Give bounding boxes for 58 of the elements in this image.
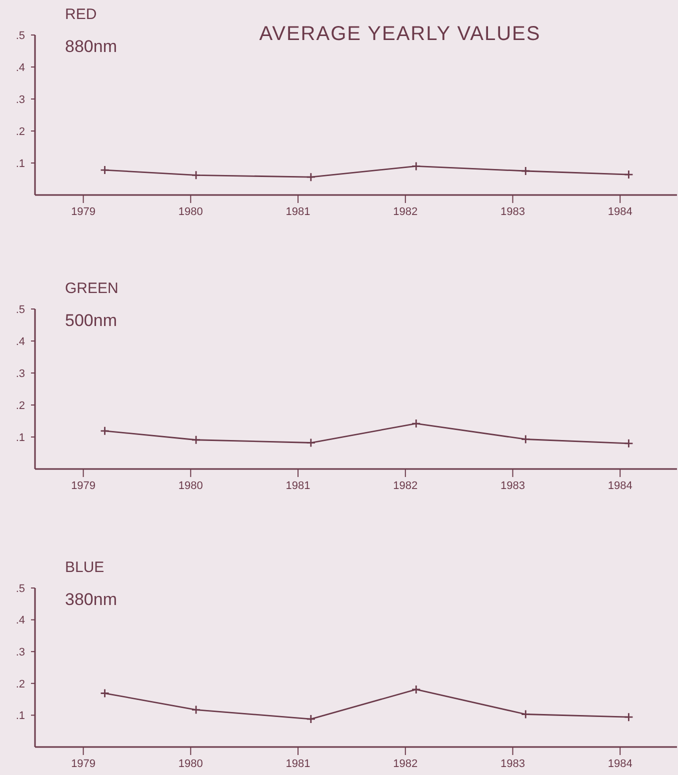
y-tick-label: .3: [16, 94, 25, 106]
x-tick-label: 1984: [608, 206, 632, 218]
annotation: AVERAGE YEARLY VALUES: [259, 23, 541, 45]
chart-subtitle: 880nm: [65, 37, 117, 56]
x-tick-label: 1982: [393, 480, 418, 492]
x-tick-label: 1979: [71, 206, 96, 218]
point: [624, 170, 634, 180]
point: [520, 434, 530, 444]
y-tick-label: .5: [16, 30, 25, 42]
point: [411, 684, 421, 694]
point: [306, 172, 316, 182]
x-tick-label: 1983: [500, 206, 525, 218]
x-tick-label: 1981: [286, 480, 310, 492]
y-tick-label: .3: [16, 646, 25, 658]
point: [100, 165, 110, 175]
point: [191, 705, 201, 714]
point: [520, 166, 530, 176]
x-tick-label: 1979: [71, 480, 96, 492]
y-tick-label: .3: [16, 368, 25, 380]
x-tick-label: 1983: [500, 480, 525, 492]
y-tick-label: .4: [16, 62, 25, 74]
x-tick-label: 1981: [286, 206, 310, 218]
y-tick-label: .2: [16, 400, 25, 412]
chart-subtitle: 380nm: [65, 590, 117, 609]
point: [100, 426, 110, 436]
point: [520, 710, 530, 719]
x-tick-label: 1982: [393, 206, 418, 218]
x-tick-label: 1979: [71, 758, 96, 770]
chart-title: RED: [65, 6, 97, 23]
y-tick-label: .1: [16, 432, 25, 444]
point: [624, 438, 634, 448]
x-tick-label: 1980: [178, 206, 203, 218]
chart-title: BLUE: [65, 559, 104, 576]
point: [306, 438, 316, 448]
y-tick-label: .4: [16, 336, 25, 348]
y-tick-label: .2: [16, 678, 25, 690]
chart-subtitle: 500nm: [65, 311, 117, 330]
x-tick-label: 1983: [500, 758, 525, 770]
point: [191, 435, 201, 445]
x-tick-label: 1981: [286, 758, 310, 770]
x-tick-label: 1982: [393, 758, 418, 770]
y-tick-label: .1: [16, 710, 25, 722]
x-tick-label: 1984: [608, 480, 632, 492]
y-tick-label: .5: [16, 582, 25, 595]
point: [306, 714, 316, 724]
y-tick-label: .4: [16, 614, 25, 627]
point: [191, 170, 201, 180]
x-tick-label: 1984: [608, 758, 632, 770]
x-tick-label: 1980: [178, 758, 203, 770]
point: [100, 688, 110, 698]
chart-title: GREEN: [65, 280, 118, 297]
y-tick-label: .1: [16, 158, 25, 170]
y-tick-label: .5: [16, 304, 25, 316]
point: [411, 418, 421, 428]
point: [624, 712, 634, 722]
point: [411, 162, 421, 171]
y-tick-label: .2: [16, 126, 25, 138]
x-tick-label: 1980: [178, 480, 203, 492]
